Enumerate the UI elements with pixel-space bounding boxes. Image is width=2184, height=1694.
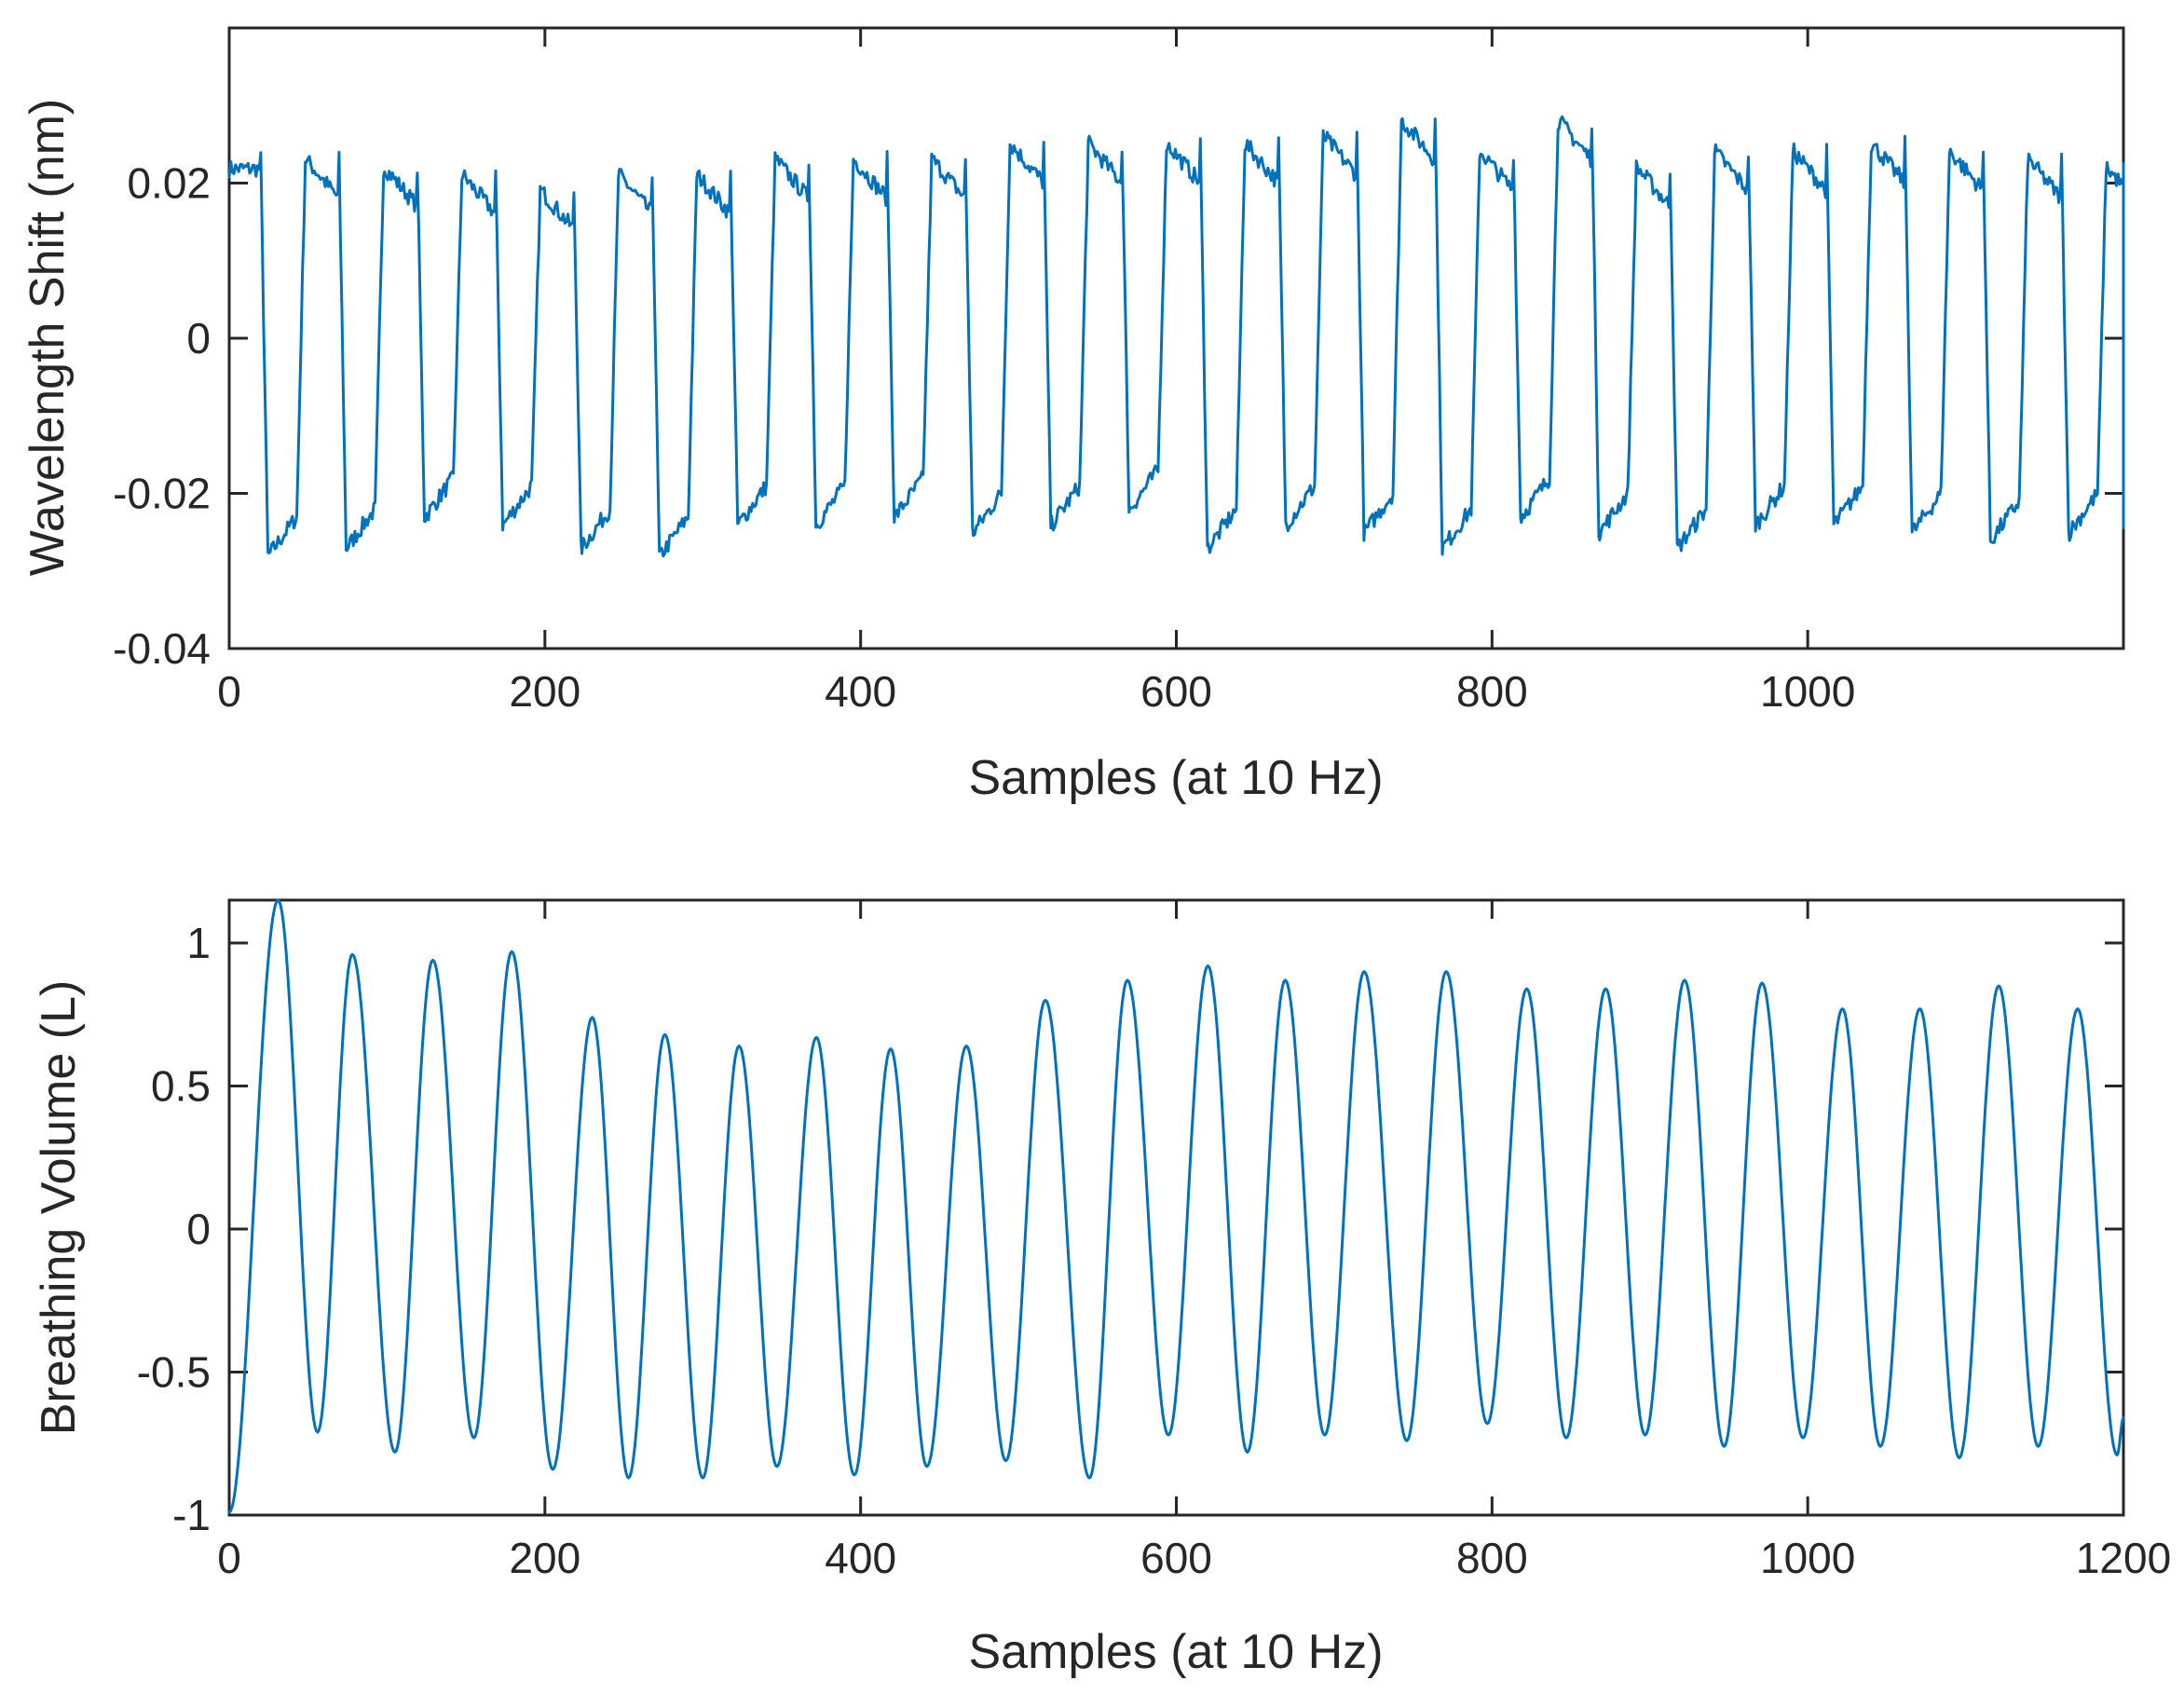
bottom-y-tick-label: -1	[172, 1491, 211, 1539]
bottom-y-axis-label: Breathing Volume (L)	[32, 980, 86, 1436]
bottom-axes-frame	[227, 898, 2125, 1517]
bottom-plot-area	[227, 898, 2125, 1517]
top-x-tick-label: 1000	[1760, 667, 1855, 716]
bottom-x-tick-label: 0	[217, 1534, 241, 1582]
top-y-tick-label: -0.04	[113, 624, 211, 673]
bottom-x-tick-label: 200	[509, 1534, 580, 1582]
bottom-x-axis-label: Samples (at 10 Hz)	[968, 1625, 1383, 1679]
top-x-tick-label: 0	[217, 667, 241, 716]
top-x-tick-label: 200	[509, 667, 580, 716]
top-y-axis-label: Wavelength Shift (nm)	[20, 99, 75, 576]
top-x-tick-label: 800	[1456, 667, 1528, 716]
bottom-ticks: 0 200 400 600 800 1000 1200 -1 -0.5 0 0.5 1	[137, 900, 2171, 1582]
breathing-volume-line	[227, 898, 2125, 1514]
top-x-tick-label: 400	[825, 667, 896, 716]
wavelength-shift-line	[227, 115, 2125, 558]
bottom-x-tick-label: 600	[1140, 1534, 1212, 1582]
wavelength-shift-plot: 0 200 400 600 800 1000 -0.04 -0.02 0 0.02 Samples…	[20, 26, 2125, 805]
bottom-y-tick-label: 0	[186, 1205, 211, 1253]
bottom-x-tick-label: 1200	[2076, 1534, 2171, 1582]
top-y-tick-label: 0	[186, 314, 211, 362]
top-x-tick-label: 600	[1140, 667, 1212, 716]
bottom-x-tick-label: 800	[1456, 1534, 1528, 1582]
breathing-volume-plot: 0 200 400 600 800 1000 1200 -1 -0.5 0 0.5 1 Samples…	[32, 898, 2171, 1679]
top-x-axis-label: Samples (at 10 Hz)	[968, 751, 1383, 805]
top-ticks: 0 200 400 600 800 1000 -0.04 -0.02 0 0.02	[113, 28, 2123, 716]
top-y-tick-label: -0.02	[113, 470, 211, 518]
top-plot-area	[227, 26, 2125, 650]
bottom-y-tick-label: 0.5	[151, 1062, 211, 1111]
top-y-tick-label: 0.02	[127, 159, 211, 208]
bottom-x-tick-label: 1000	[1760, 1534, 1855, 1582]
bottom-y-tick-label: -0.5	[137, 1348, 211, 1397]
bottom-y-tick-label: 1	[186, 919, 211, 967]
bottom-x-tick-label: 400	[825, 1534, 896, 1582]
